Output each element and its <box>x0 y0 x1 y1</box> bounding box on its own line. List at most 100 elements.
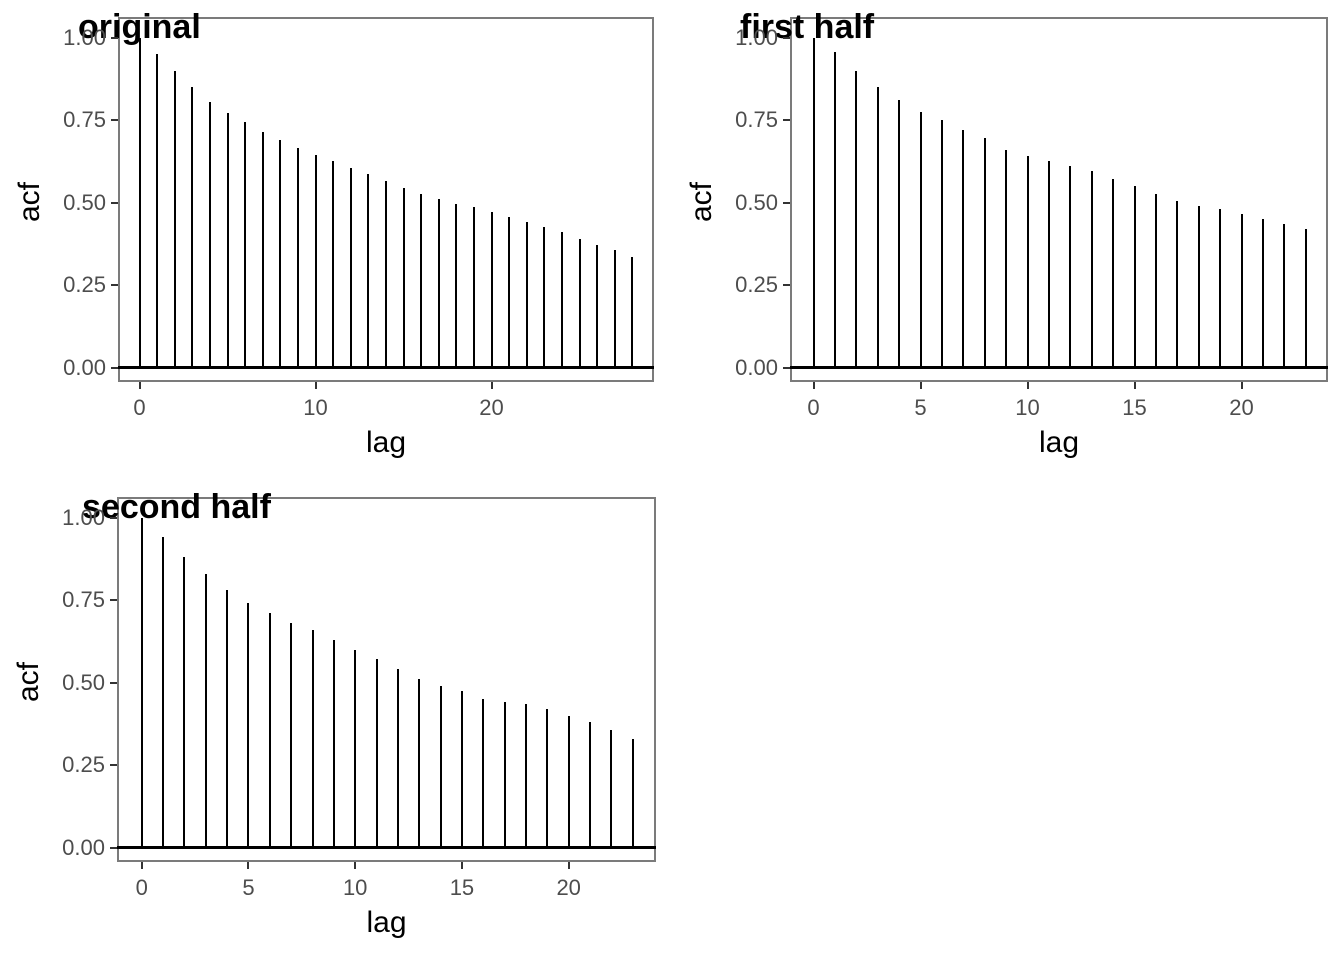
y-tick-mark <box>110 764 117 766</box>
acf-spike-lag-10 <box>354 649 357 848</box>
y-tick-label: 0.00 <box>63 354 106 380</box>
acf-spike-lag-14 <box>1112 179 1115 368</box>
x-tick-mark <box>812 382 815 389</box>
x-tick-mark <box>1026 382 1029 389</box>
acf-spike-lag-3 <box>876 87 879 368</box>
zero-baseline <box>790 366 1328 369</box>
acf-spike-lag-3 <box>191 87 194 368</box>
acf-spike-lag-19 <box>1219 209 1222 368</box>
y-tick-mark <box>110 681 117 684</box>
acf-spike-lag-22 <box>1283 223 1286 368</box>
acf-spike-lag-8 <box>279 139 282 368</box>
acf-spike-lag-16 <box>482 699 485 848</box>
x-tick-mark <box>1240 382 1243 389</box>
acf-spike-lag-25 <box>578 238 581 368</box>
acf-spike-lag-2 <box>183 557 186 848</box>
acf-spike-lag-21 <box>589 722 592 848</box>
acf-spike-lag-6 <box>268 613 271 848</box>
plot-title: original <box>78 8 201 46</box>
y-tick-label: 0.00 <box>62 834 105 860</box>
acf-spike-lag-0 <box>140 517 143 848</box>
x-tick-label: 10 <box>342 875 368 900</box>
acf-spike-lag-4 <box>226 590 229 848</box>
acf-spike-lag-18 <box>455 204 458 368</box>
acf-spike-lag-2 <box>855 70 858 368</box>
acf-spike-lag-15 <box>460 690 463 848</box>
y-tick-mark <box>783 366 790 369</box>
x-tick-mark <box>354 862 357 869</box>
acf-spike-lag-18 <box>525 703 527 848</box>
acf-spike-lag-11 <box>375 659 378 848</box>
y-tick-label: 0.25 <box>735 272 778 297</box>
x-tick-mark <box>460 862 463 869</box>
y-tick-mark <box>783 119 790 121</box>
acf-spike-lag-13 <box>367 174 370 368</box>
x-tick-label: 0 <box>807 395 820 420</box>
acf-spike-lag-23 <box>1304 228 1307 368</box>
x-tick-label: 15 <box>449 875 475 900</box>
x-tick-mark <box>490 382 493 389</box>
acf-spike-lag-28 <box>631 256 634 368</box>
x-tick-mark <box>567 862 570 869</box>
acf-spike-lag-6 <box>940 120 943 368</box>
y-tick-mark <box>110 599 117 601</box>
acf-spike-lag-0 <box>812 37 815 368</box>
zero-baseline <box>117 846 656 849</box>
y-tick-mark <box>110 846 117 849</box>
acf-spike-lag-16 <box>420 194 423 368</box>
plot-panel <box>790 17 1328 382</box>
y-tick-mark <box>111 284 118 286</box>
acf-spike-lag-14 <box>384 181 387 368</box>
y-tick-label: 0.75 <box>62 587 105 612</box>
acf-spike-lag-24 <box>560 232 563 368</box>
x-tick-label: 10 <box>303 395 328 420</box>
acf-spike-lag-23 <box>631 738 634 848</box>
acf-spike-lag-17 <box>503 702 506 848</box>
acf-spike-lag-20 <box>1240 214 1243 368</box>
y-tick-label: 0.50 <box>735 189 778 215</box>
x-tick-mark <box>138 382 141 389</box>
acf-spike-lag-15 <box>1133 186 1136 368</box>
acf-spike-lag-19 <box>472 207 475 368</box>
acf-spike-lag-1 <box>833 52 836 368</box>
x-axis-title: lag <box>365 426 407 459</box>
acf-spike-lag-3 <box>204 573 207 848</box>
y-tick-label: 0.75 <box>735 107 778 132</box>
acf-spike-lag-22 <box>525 222 528 368</box>
plot-panel <box>117 497 656 862</box>
y-tick-mark <box>111 119 118 121</box>
y-axis-title: acf <box>13 181 46 222</box>
acf-spike-lag-10 <box>314 154 317 368</box>
x-tick-label: 5 <box>242 875 255 900</box>
y-tick-label: 0.50 <box>62 669 105 695</box>
acf-spike-lag-11 <box>332 161 335 368</box>
x-tick-label: 0 <box>135 875 148 900</box>
acf-spike-lag-13 <box>1090 171 1093 368</box>
plot-panel <box>118 17 654 382</box>
acf-spike-lag-23 <box>543 227 546 368</box>
y-axis-title: acf <box>685 181 718 222</box>
acf-spike-lag-1 <box>162 537 165 848</box>
acf-spike-lag-22 <box>610 730 613 848</box>
x-tick-mark <box>140 862 143 869</box>
acf-spike-lag-20 <box>490 212 493 368</box>
acf-spike-lag-4 <box>208 101 211 368</box>
acf-spike-lag-7 <box>261 131 264 368</box>
acf-spike-lag-1 <box>156 54 159 368</box>
x-tick-label: 15 <box>1122 395 1147 420</box>
y-tick-label: 0.25 <box>63 272 106 297</box>
acf-spike-lag-12 <box>396 669 399 848</box>
y-tick-label: 0.75 <box>63 107 106 132</box>
acf-spike-lag-17 <box>437 199 440 368</box>
acf-spike-lag-18 <box>1197 205 1200 368</box>
x-tick-label: 20 <box>556 875 581 900</box>
acf-spike-lag-14 <box>439 685 442 848</box>
acf-spike-lag-17 <box>1176 200 1179 368</box>
x-tick-mark <box>919 382 922 389</box>
zero-baseline <box>118 366 654 369</box>
x-tick-mark <box>247 862 250 869</box>
